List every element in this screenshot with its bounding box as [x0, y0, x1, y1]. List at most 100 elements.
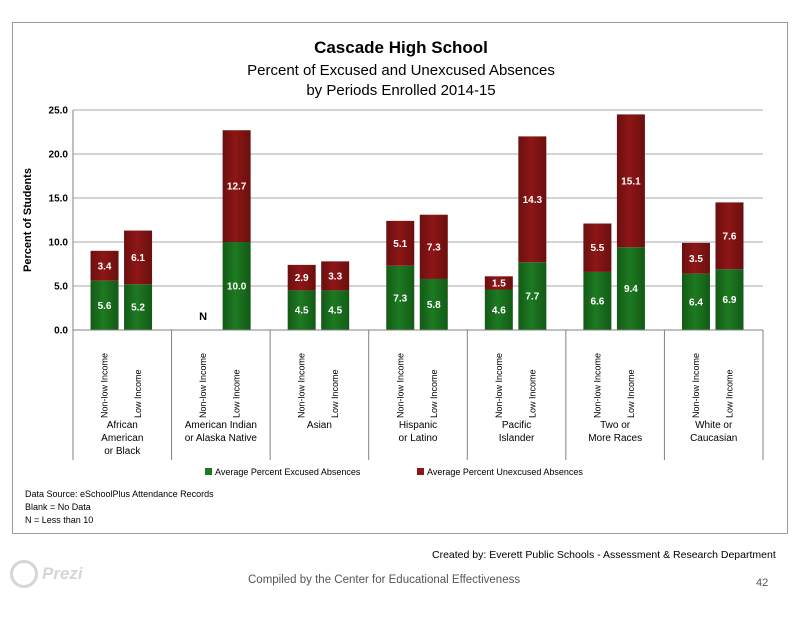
y-tick-label: 25.0 [49, 106, 69, 117]
data-label-unexcused: 12.7 [227, 182, 247, 193]
data-label-excused: 5.2 [131, 303, 145, 314]
bar-unexcused [715, 202, 744, 270]
data-label-unexcused: 3.4 [98, 261, 112, 272]
bar-unexcused [124, 230, 153, 285]
bar-unexcused [518, 136, 547, 263]
bar-excused [90, 280, 119, 330]
prezi-logo: Prezi [10, 560, 83, 588]
created-by-credit: Created by: Everett Public Schools - Ass… [432, 549, 776, 561]
group-label: Caucasian [690, 433, 737, 444]
bar-category-label: Non-low Income [297, 353, 307, 418]
group-label: White or [695, 420, 733, 431]
y-tick-label: 20.0 [49, 150, 69, 161]
bar-category-label: Non-low Income [494, 353, 504, 418]
group-label: Islander [499, 433, 535, 444]
small-n-marker: N [199, 311, 207, 323]
bar-excused [484, 289, 513, 330]
bar-category-label: Low Income [626, 369, 636, 418]
bar-excused [518, 262, 547, 330]
bar-unexcused [386, 220, 415, 266]
group-label: American [101, 433, 143, 444]
bar-excused [321, 290, 350, 330]
bar-category-label: Low Income [429, 369, 439, 418]
data-label-unexcused: 2.9 [295, 273, 309, 284]
bar-excused [124, 284, 153, 330]
y-tick-label: 5.0 [54, 282, 68, 293]
y-axis-label: Percent of Students [22, 168, 34, 272]
bar-excused [681, 273, 710, 330]
bar-unexcused [287, 264, 316, 291]
data-label-excused: 6.4 [689, 297, 703, 308]
data-label-excused: 6.9 [723, 295, 737, 306]
data-label-unexcused: 14.3 [523, 195, 543, 206]
bar-category-label: Low Income [527, 369, 537, 418]
group-label: More Races [588, 433, 642, 444]
legend-swatch-unexcused [417, 468, 424, 475]
bar-category-label: Non-low Income [592, 353, 602, 418]
data-label-excused: 4.5 [328, 306, 342, 317]
data-label-excused: 4.6 [492, 305, 506, 316]
data-label-excused: 7.3 [393, 293, 407, 304]
data-label-excused: 5.8 [427, 300, 441, 311]
chart-subtitle: Percent of Excused and Unexcused Absence… [247, 62, 555, 79]
y-tick-label: 10.0 [49, 238, 69, 249]
bar-unexcused [681, 242, 710, 274]
bar-category-label: Low Income [133, 369, 143, 418]
bar-category-label: Non-low Income [691, 353, 701, 418]
bar-excused [419, 278, 448, 330]
group-label: Two or [600, 420, 631, 431]
group-label: or Alaska Native [185, 433, 258, 444]
bar-category-label: Low Income [330, 369, 340, 418]
data-label-unexcused: 6.1 [131, 253, 145, 264]
data-label-unexcused: 5.5 [590, 243, 604, 254]
data-label-excused: 9.4 [624, 284, 638, 295]
data-label-excused: 7.7 [525, 292, 539, 303]
data-label-unexcused: 3.3 [328, 271, 342, 282]
chart-note: N = Less than 10 [25, 515, 93, 525]
prezi-logo-text: Prezi [42, 564, 83, 583]
absences-chart: Cascade High School Percent of Excused an… [22, 38, 764, 525]
data-label-excused: 10.0 [227, 282, 247, 293]
bar-category-label: Non-low Income [395, 353, 405, 418]
chart-frame: Cascade High School Percent of Excused an… [12, 22, 788, 534]
bar-category-label: Non-low Income [100, 353, 110, 418]
data-label-unexcused: 7.3 [427, 242, 441, 253]
bar-excused [386, 265, 415, 330]
data-label-excused: 5.6 [98, 301, 112, 312]
chart-subtitle: by Periods Enrolled 2014-15 [306, 82, 495, 99]
group-label: Pacific [502, 420, 531, 431]
y-tick-label: 15.0 [49, 194, 69, 205]
compiled-by-credit: Compiled by the Center for Educational E… [248, 574, 521, 586]
group-label: Hispanic [399, 420, 437, 431]
data-label-unexcused: 15.1 [621, 176, 641, 187]
bar-unexcused [419, 214, 448, 279]
bar-unexcused [222, 130, 251, 242]
bar-category-label: Low Income [724, 369, 734, 418]
data-label-unexcused: 3.5 [689, 254, 703, 265]
data-label-excused: 4.5 [295, 306, 309, 317]
data-label-excused: 6.6 [590, 296, 604, 307]
legend-label-unexcused: Average Percent Unexcused Absences [427, 467, 583, 477]
bar-excused [287, 290, 316, 330]
data-label-unexcused: 5.1 [393, 239, 407, 250]
bar-unexcused [321, 261, 350, 291]
data-label-unexcused: 1.5 [492, 278, 506, 289]
bar-excused [715, 269, 744, 330]
y-tick-label: 0.0 [54, 326, 68, 337]
bar-category-label: Non-low Income [198, 353, 208, 418]
prezi-ring-icon [10, 560, 38, 588]
page-number: 42 [756, 577, 769, 589]
group-label: Asian [307, 420, 332, 431]
bar-excused [222, 242, 251, 330]
bar-excused [583, 271, 612, 330]
bar-unexcused [616, 114, 645, 248]
chart-note: Data Source: eSchoolPlus Attendance Reco… [25, 489, 214, 499]
bar-unexcused [90, 250, 119, 281]
bar-category-label: Low Income [232, 369, 242, 418]
chart-title: Cascade High School [314, 38, 488, 57]
bar-unexcused [583, 223, 612, 272]
group-label: or Latino [399, 433, 438, 444]
group-label: or Black [104, 446, 141, 457]
bar-unexcused [484, 276, 513, 290]
group-label: American Indian [185, 420, 257, 431]
